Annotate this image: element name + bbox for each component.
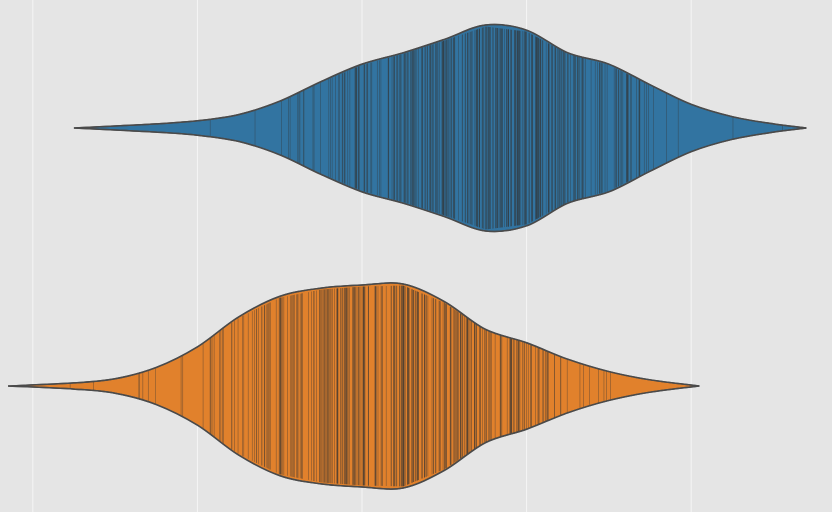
violin-outline bbox=[8, 282, 700, 490]
violin-1 bbox=[73, 23, 807, 233]
violin-outline bbox=[73, 23, 807, 233]
violin-2 bbox=[8, 282, 700, 490]
violin-layer bbox=[8, 23, 807, 490]
